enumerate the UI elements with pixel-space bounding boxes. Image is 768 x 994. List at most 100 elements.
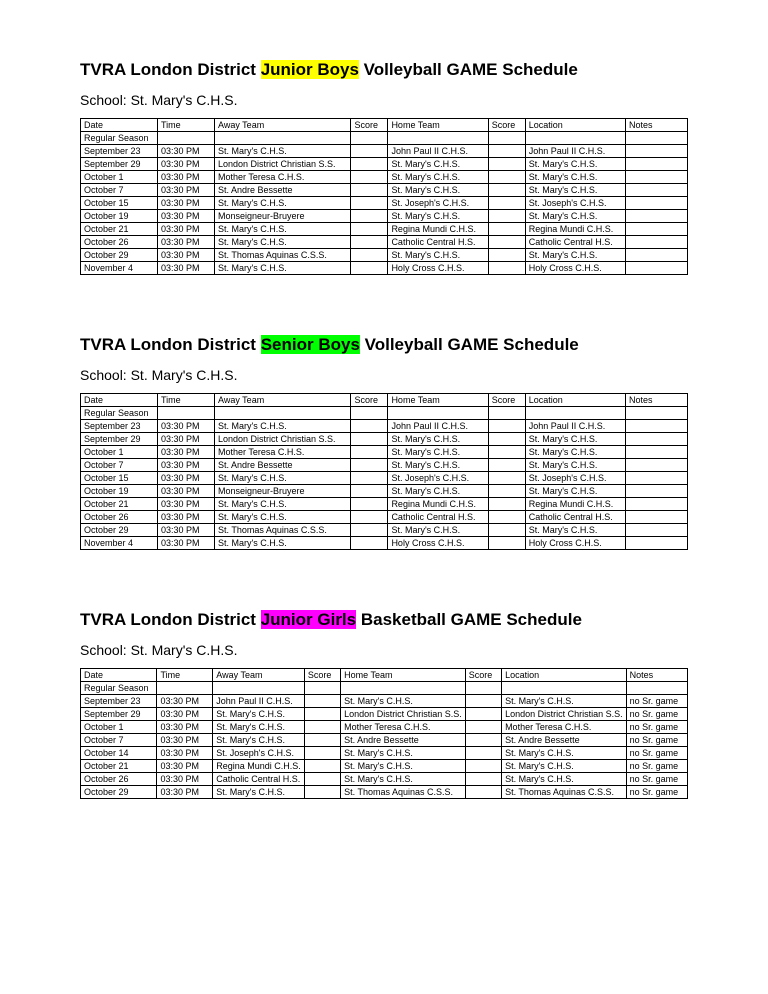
table-cell: 03:30 PM <box>157 747 213 760</box>
table-header-cell: Score <box>488 394 525 407</box>
table-cell: Holy Cross C.H.S. <box>525 537 625 550</box>
table-row: October 2103:30 PMSt. Mary's C.H.S.Regin… <box>81 223 688 236</box>
table-row: October 703:30 PMSt. Andre BessetteSt. M… <box>81 459 688 472</box>
table-cell: St. Mary's C.H.S. <box>388 524 488 537</box>
table-cell <box>465 786 501 799</box>
schedule-section: TVRA London District Junior Boys Volleyb… <box>80 60 688 275</box>
table-cell: September 23 <box>81 695 157 708</box>
table-cell: St. Joseph's C.H.S. <box>213 747 305 760</box>
table-header-cell: Time <box>158 119 215 132</box>
table-cell: 03:30 PM <box>158 498 215 511</box>
table-cell: Regina Mundi C.H.S. <box>213 760 305 773</box>
title-pre: TVRA London District <box>80 610 261 629</box>
table-cell: St. Mary's C.H.S. <box>215 197 351 210</box>
table-cell: St. Mary's C.H.S. <box>213 734 305 747</box>
table-cell: London District Christian S.S. <box>215 158 351 171</box>
table-cell: St. Andre Bessette <box>215 459 351 472</box>
table-row: September 2903:30 PMLondon District Chri… <box>81 158 688 171</box>
table-cell <box>626 236 688 249</box>
table-row: October 703:30 PMSt. Andre BessetteSt. M… <box>81 184 688 197</box>
table-cell <box>626 420 688 433</box>
table-cell: October 15 <box>81 472 158 485</box>
table-cell: St. Joseph's C.H.S. <box>525 197 625 210</box>
table-cell: St. Mary's C.H.S. <box>525 485 625 498</box>
table-cell <box>465 773 501 786</box>
table-cell: St. Mary's C.H.S. <box>388 433 488 446</box>
table-cell: Regina Mundi C.H.S. <box>525 498 625 511</box>
table-cell: St. Mary's C.H.S. <box>215 223 351 236</box>
table-cell: St. Andre Bessette <box>341 734 466 747</box>
table-cell: St. Joseph's C.H.S. <box>388 472 488 485</box>
table-cell: John Paul II C.H.S. <box>388 420 488 433</box>
table-cell: St. Mary's C.H.S. <box>388 485 488 498</box>
table-cell: St. Mary's C.H.S. <box>215 236 351 249</box>
table-cell <box>351 537 388 550</box>
table-cell <box>488 236 525 249</box>
table-row: October 703:30 PMSt. Mary's C.H.S.St. An… <box>81 734 688 747</box>
table-cell: St. Thomas Aquinas C.S.S. <box>502 786 627 799</box>
title-highlight: Junior Boys <box>261 60 359 79</box>
table-subheader-cell: Regular Season <box>81 132 158 145</box>
table-cell: St. Mary's C.H.S. <box>215 420 351 433</box>
table-row: November 403:30 PMSt. Mary's C.H.S.Holy … <box>81 262 688 275</box>
table-cell: St. Thomas Aquinas C.S.S. <box>341 786 466 799</box>
table-cell: 03:30 PM <box>158 145 215 158</box>
table-row: October 103:30 PMSt. Mary's C.H.S.Mother… <box>81 721 688 734</box>
table-cell: 03:30 PM <box>158 184 215 197</box>
table-cell: October 21 <box>81 498 158 511</box>
table-cell <box>488 158 525 171</box>
table-cell: St. Mary's C.H.S. <box>502 760 627 773</box>
table-header-cell: Score <box>351 119 388 132</box>
table-cell: 03:30 PM <box>158 158 215 171</box>
table-cell <box>488 459 525 472</box>
table-cell <box>351 236 388 249</box>
table-cell: September 23 <box>81 145 158 158</box>
table-cell <box>626 197 688 210</box>
table-cell <box>488 433 525 446</box>
table-cell: St. Thomas Aquinas C.S.S. <box>215 249 351 262</box>
table-header-cell: Location <box>525 119 625 132</box>
table-cell: no Sr. game <box>626 773 687 786</box>
table-cell: October 7 <box>81 734 157 747</box>
title-highlight: Senior Boys <box>261 335 360 354</box>
schedule-table: DateTimeAway TeamScoreHome TeamScoreLoca… <box>80 393 688 550</box>
table-cell <box>351 433 388 446</box>
section-title: TVRA London District Senior Boys Volleyb… <box>80 335 688 355</box>
title-pre: TVRA London District <box>80 60 261 79</box>
table-cell <box>488 420 525 433</box>
table-subheader-row: Regular Season <box>81 407 688 420</box>
table-cell: October 14 <box>81 747 157 760</box>
table-cell <box>488 472 525 485</box>
table-cell: Catholic Central H.S. <box>388 236 488 249</box>
table-cell: St. Mary's C.H.S. <box>525 459 625 472</box>
table-cell: St. Mary's C.H.S. <box>525 433 625 446</box>
table-cell <box>626 132 688 145</box>
table-cell: John Paul II C.H.S. <box>525 420 625 433</box>
table-header-cell: Notes <box>626 669 687 682</box>
table-cell <box>304 760 340 773</box>
table-cell: St. Mary's C.H.S. <box>215 537 351 550</box>
table-cell: October 15 <box>81 197 158 210</box>
table-cell: St. Mary's C.H.S. <box>525 446 625 459</box>
table-cell: St. Mary's C.H.S. <box>213 708 305 721</box>
table-cell <box>488 524 525 537</box>
table-cell <box>465 760 501 773</box>
table-cell: Holy Cross C.H.S. <box>525 262 625 275</box>
table-header-cell: Score <box>465 669 501 682</box>
table-cell <box>465 695 501 708</box>
table-row: October 2903:30 PMSt. Thomas Aquinas C.S… <box>81 249 688 262</box>
table-cell: London District Christian S.S. <box>341 708 466 721</box>
table-cell: no Sr. game <box>626 760 687 773</box>
table-cell <box>351 197 388 210</box>
table-cell: Mother Teresa C.H.S. <box>215 446 351 459</box>
table-cell <box>626 223 688 236</box>
table-cell: St. Mary's C.H.S. <box>388 249 488 262</box>
table-row: September 2303:30 PMSt. Mary's C.H.S.Joh… <box>81 145 688 158</box>
table-cell <box>488 249 525 262</box>
table-cell: John Paul II C.H.S. <box>213 695 305 708</box>
table-header-cell: Date <box>81 394 158 407</box>
table-cell: St. Mary's C.H.S. <box>525 210 625 223</box>
table-row: October 2103:30 PMSt. Mary's C.H.S.Regin… <box>81 498 688 511</box>
section-subtitle: School: St. Mary's C.H.S. <box>80 92 688 108</box>
section-subtitle: School: St. Mary's C.H.S. <box>80 367 688 383</box>
